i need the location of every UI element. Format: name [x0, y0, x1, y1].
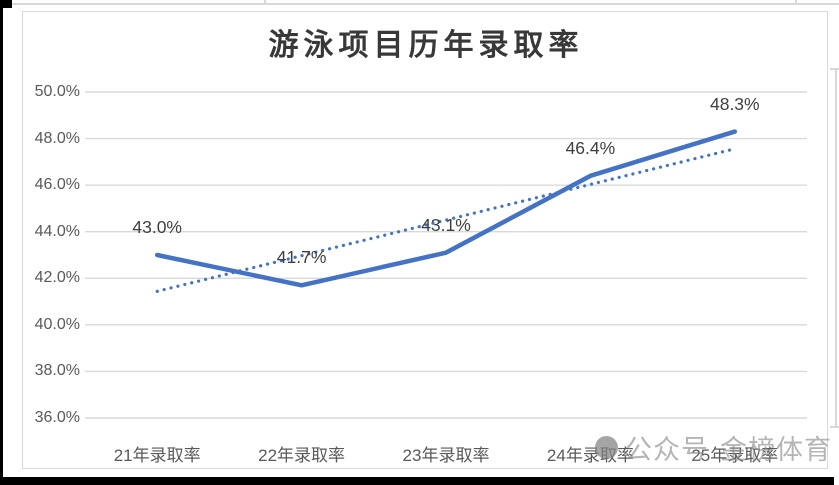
- trendline: [155, 147, 737, 293]
- y-tick-label: 40.0%: [34, 315, 80, 333]
- photo-edge-corner: [0, 0, 12, 8]
- watermark-name: 金榜体育: [720, 434, 832, 465]
- y-tick-label: 42.0%: [34, 269, 80, 287]
- x-category-label: 23年录取率: [402, 446, 490, 465]
- sheet-row-gridline-top: [0, 3, 839, 5]
- sheet-row-stub-right-lower: [830, 426, 839, 428]
- x-category-label: 21年录取率: [113, 446, 201, 465]
- admission-rate-line: [154, 129, 738, 288]
- watermark-logo-icon: [595, 435, 618, 459]
- data-label: 41.7%: [276, 247, 327, 268]
- chart-title: 游泳项目历年录取率: [268, 29, 584, 62]
- watermark-prefix: 公众号: [625, 434, 709, 465]
- sheet-row-stub-right-upper: [830, 68, 839, 70]
- photo-edge-bottom: [0, 477, 834, 485]
- data-label: 46.4%: [565, 137, 616, 158]
- y-tick-label: 38.0%: [34, 362, 80, 380]
- sheet-column-tick-right: [795, 0, 797, 5]
- data-label: 43.1%: [421, 214, 471, 235]
- y-tick-label: 46.0%: [34, 176, 80, 194]
- y-tick-label: 48.0%: [34, 129, 80, 147]
- x-category-label: 22年录取率: [258, 446, 346, 465]
- data-label: 43.0%: [132, 217, 182, 237]
- photo-edge-left: [0, 0, 3, 485]
- data-label: 48.3%: [709, 93, 760, 114]
- y-tick-label: 50.0%: [34, 83, 80, 100]
- sheet-column-gridline-right: [835, 68, 837, 427]
- y-tick-label: 36.0%: [34, 409, 80, 426]
- x-category-label: 25年录取率: [691, 446, 779, 465]
- sheet-column-tick-left: [264, 0, 266, 5]
- watermark: 公众号 金榜体育: [595, 431, 832, 465]
- chart-canvas[interactable]: [22, 11, 828, 469]
- y-tick-label: 44.0%: [34, 222, 80, 240]
